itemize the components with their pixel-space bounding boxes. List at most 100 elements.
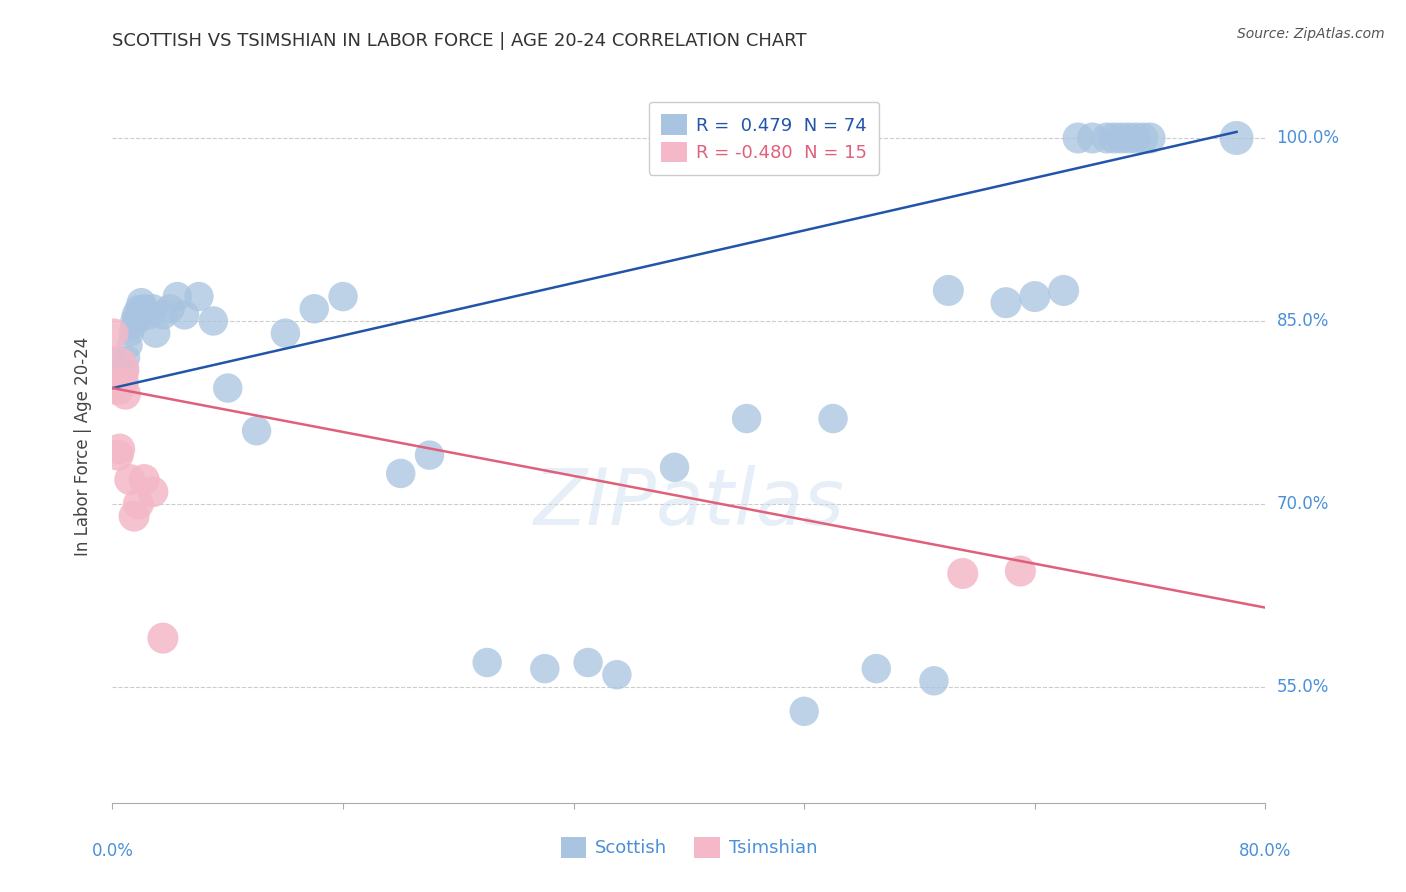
Point — [111, 387, 134, 401]
Point — [1081, 131, 1104, 145]
Text: Source: ZipAtlas.com: Source: ZipAtlas.com — [1237, 27, 1385, 41]
Point — [104, 363, 127, 377]
Point — [793, 704, 815, 718]
Point — [152, 308, 174, 322]
Point — [110, 363, 132, 377]
Point — [936, 284, 959, 298]
Point — [217, 381, 239, 395]
Point — [111, 375, 134, 389]
Text: ZIPatlas: ZIPatlas — [533, 465, 845, 541]
Point — [246, 424, 269, 438]
Point — [104, 351, 127, 365]
Text: 100.0%: 100.0% — [1277, 129, 1340, 147]
Point — [122, 314, 145, 328]
Point — [120, 326, 142, 341]
Point — [103, 326, 125, 341]
Point — [107, 448, 129, 462]
Point — [304, 301, 326, 316]
Point — [1118, 131, 1140, 145]
Point — [114, 387, 136, 401]
Point — [188, 289, 211, 303]
Point — [108, 375, 131, 389]
Point — [134, 301, 156, 316]
Point — [110, 387, 132, 401]
Y-axis label: In Labor Force | Age 20-24: In Labor Force | Age 20-24 — [73, 336, 91, 556]
Point — [104, 375, 127, 389]
Point — [1139, 131, 1161, 145]
Point — [108, 363, 131, 377]
Point — [173, 308, 195, 322]
Point — [105, 363, 128, 377]
Point — [104, 387, 127, 401]
Point — [134, 473, 156, 487]
Text: 70.0%: 70.0% — [1277, 495, 1329, 513]
Point — [1102, 131, 1125, 145]
Point — [1024, 289, 1046, 303]
Text: 80.0%: 80.0% — [1239, 842, 1292, 860]
Point — [129, 295, 153, 310]
Point — [127, 301, 149, 316]
Point — [121, 320, 143, 334]
Point — [865, 662, 887, 676]
Point — [475, 656, 499, 670]
Point — [664, 460, 686, 475]
Point — [922, 673, 945, 688]
Point — [419, 448, 441, 462]
Point — [1226, 131, 1249, 145]
Point — [125, 314, 148, 328]
Point — [145, 326, 167, 341]
Point — [332, 289, 354, 303]
Point — [159, 301, 181, 316]
Point — [1111, 131, 1133, 145]
Point — [118, 338, 141, 352]
Point — [124, 308, 146, 322]
Point — [105, 351, 128, 365]
Point — [108, 442, 131, 456]
Point — [110, 375, 132, 389]
Point — [389, 467, 412, 481]
Point — [1067, 131, 1090, 145]
Point — [105, 375, 128, 389]
Point — [114, 375, 136, 389]
Point — [952, 566, 974, 581]
Point — [103, 363, 125, 377]
Point — [995, 295, 1018, 310]
Point — [142, 301, 165, 316]
Point — [142, 484, 165, 499]
Point — [107, 375, 129, 389]
Point — [117, 351, 139, 365]
Point — [1095, 131, 1118, 145]
Point — [166, 289, 188, 303]
Point — [103, 375, 125, 389]
Point — [112, 363, 135, 377]
Point — [122, 509, 145, 524]
Point — [105, 381, 128, 395]
Point — [152, 631, 174, 645]
Point — [534, 662, 557, 676]
Point — [112, 375, 135, 389]
Text: 85.0%: 85.0% — [1277, 312, 1329, 330]
Point — [111, 375, 134, 389]
Point — [127, 497, 149, 511]
Point — [115, 363, 138, 377]
Point — [576, 656, 599, 670]
Point — [274, 326, 297, 341]
Text: 55.0%: 55.0% — [1277, 678, 1329, 696]
Point — [606, 667, 628, 681]
Point — [1125, 131, 1147, 145]
Point — [118, 473, 141, 487]
Point — [1132, 131, 1154, 145]
Point — [821, 411, 844, 425]
Point — [115, 375, 138, 389]
Point — [202, 314, 225, 328]
Point — [128, 308, 150, 322]
Legend: Scottish, Tsimshian: Scottish, Tsimshian — [554, 830, 824, 865]
Point — [735, 411, 758, 425]
Point — [1053, 284, 1076, 298]
Point — [1010, 564, 1032, 578]
Text: SCOTTISH VS TSIMSHIAN IN LABOR FORCE | AGE 20-24 CORRELATION CHART: SCOTTISH VS TSIMSHIAN IN LABOR FORCE | A… — [112, 32, 807, 50]
Point — [138, 308, 160, 322]
Point — [107, 363, 129, 377]
Point — [114, 363, 136, 377]
Text: 0.0%: 0.0% — [91, 842, 134, 860]
